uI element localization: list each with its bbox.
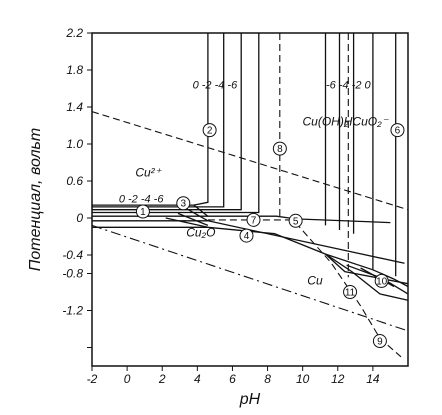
x-tick-label: 0 [124, 372, 131, 386]
x-tick-label: 2 [158, 372, 166, 386]
line-marker-label: 7 [251, 215, 257, 226]
line-marker-circle [372, 334, 387, 349]
line-marker-circle [176, 196, 191, 211]
boundary-line [92, 33, 225, 208]
boundary-line [186, 208, 209, 222]
line-marker-label: 6 [395, 126, 401, 137]
line-marker-label: 8 [277, 144, 283, 155]
y-tick-label: 1.8 [66, 63, 83, 77]
plot-frame [91, 32, 409, 367]
region-label: Cu [307, 274, 323, 288]
line-marker-label: 10 [376, 276, 388, 287]
boundary-line [92, 33, 242, 211]
line-marker-circle [374, 273, 389, 288]
boundary-line [165, 217, 209, 228]
region-label: HCuO₂⁻ [344, 115, 390, 129]
line-marker-label: 5 [293, 216, 299, 227]
line-marker-circle [343, 285, 358, 299]
line-marker-circle [239, 228, 254, 243]
axes: -2 0 2 4 6 8 10 12 142.21.81.41.00.60-0.4-0.8-1.… [62, 26, 409, 386]
y-axis-label: Потенциал, вольт [27, 128, 44, 272]
x-tick-label: 6 [229, 372, 236, 386]
x-axis-label: pH [239, 391, 261, 408]
water-line [91, 111, 409, 211]
concentration-label: -6 -4 -2 0 [326, 80, 372, 92]
y-tick-label: -1.2 [62, 304, 83, 318]
x-tick-label: 4 [194, 372, 201, 386]
metastable-line [295, 222, 402, 358]
boundary-line [177, 212, 209, 227]
x-tick-label: 14 [366, 372, 380, 386]
region-label: Cu²⁺ [135, 165, 162, 179]
line-marker-label: 11 [345, 288, 356, 299]
line-marker-label: 2 [207, 126, 213, 137]
y-tick-label: 1.0 [66, 137, 83, 151]
line-marker-label: 3 [181, 199, 187, 210]
x-tick-label: 8 [264, 372, 271, 386]
x-tick-label: 10 [296, 372, 310, 386]
region-label: Cu₂O [186, 226, 215, 240]
line-marker-label: 9 [377, 337, 383, 348]
concentration-label: 0 -2 -4 -6 [119, 193, 165, 205]
boundary-line [193, 204, 209, 217]
y-tick-label: 0 [76, 211, 83, 225]
x-tick-label: 12 [331, 372, 345, 386]
y-tick-label: 2.2 [65, 26, 83, 40]
region-label: Cu(OH)₂ [303, 115, 349, 129]
line-marker-circle [246, 212, 261, 227]
line-marker-circle [135, 204, 150, 219]
line-marker-circle [202, 123, 217, 138]
y-tick-label: -0.4 [62, 248, 83, 262]
boundary-line [92, 33, 260, 214]
x-tick-label: -2 [87, 372, 98, 386]
y-tick-label: -0.8 [62, 267, 83, 281]
water-line [91, 224, 409, 332]
concentration-label: 0 -2 -4 -6 [193, 80, 239, 92]
line-marker-circle [390, 123, 405, 138]
line-marker-label: 4 [244, 231, 250, 242]
boundary-line [325, 253, 409, 301]
y-tick-label: 1.4 [66, 100, 83, 114]
y-tick-label: 0.6 [66, 174, 83, 188]
line-marker-label: 1 [140, 207, 146, 218]
line-marker-circle [288, 213, 303, 228]
line-marker-circle [272, 141, 287, 156]
